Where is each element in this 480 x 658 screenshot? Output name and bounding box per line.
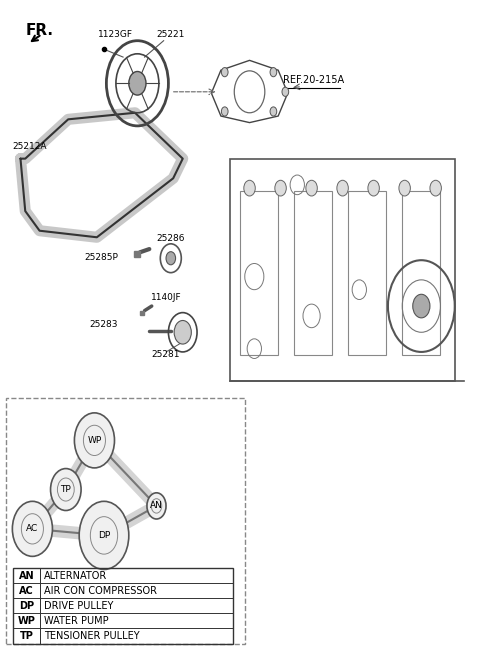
Text: REF.20-215A: REF.20-215A xyxy=(283,75,345,86)
Circle shape xyxy=(282,88,288,96)
Text: ALTERNATOR: ALTERNATOR xyxy=(44,570,108,581)
Text: 25286: 25286 xyxy=(156,234,185,243)
Circle shape xyxy=(413,294,430,318)
Text: 25281: 25281 xyxy=(152,349,180,359)
Text: TENSIONER PULLEY: TENSIONER PULLEY xyxy=(44,631,140,641)
Circle shape xyxy=(147,493,166,519)
Text: WATER PUMP: WATER PUMP xyxy=(44,616,109,626)
Text: AIR CON COMPRESSOR: AIR CON COMPRESSOR xyxy=(44,586,157,595)
Circle shape xyxy=(221,68,228,77)
Circle shape xyxy=(50,468,81,511)
Text: 1140JF: 1140JF xyxy=(151,293,181,301)
Text: TP: TP xyxy=(20,631,34,641)
Circle shape xyxy=(337,180,348,196)
Circle shape xyxy=(399,180,410,196)
Circle shape xyxy=(129,72,146,95)
Circle shape xyxy=(221,107,228,116)
Circle shape xyxy=(430,180,442,196)
Text: WP: WP xyxy=(87,436,102,445)
Text: 25212A: 25212A xyxy=(13,142,47,151)
Text: FR.: FR. xyxy=(25,24,53,38)
Text: DP: DP xyxy=(19,601,34,611)
Circle shape xyxy=(368,180,379,196)
Text: 25221: 25221 xyxy=(156,30,185,39)
Text: TP: TP xyxy=(60,485,71,494)
Circle shape xyxy=(74,413,115,468)
Text: DP: DP xyxy=(98,531,110,540)
Circle shape xyxy=(275,180,286,196)
Text: WP: WP xyxy=(17,616,36,626)
Circle shape xyxy=(174,320,192,344)
Text: AC: AC xyxy=(19,586,34,595)
Circle shape xyxy=(244,180,255,196)
Text: AN: AN xyxy=(19,570,34,581)
Circle shape xyxy=(12,501,52,557)
Circle shape xyxy=(270,107,277,116)
Circle shape xyxy=(79,501,129,569)
Circle shape xyxy=(306,180,317,196)
Circle shape xyxy=(270,68,277,77)
Text: AN: AN xyxy=(150,501,163,511)
Text: 1123GF: 1123GF xyxy=(98,30,133,39)
Text: 25285P: 25285P xyxy=(84,253,118,262)
Text: 25283: 25283 xyxy=(90,320,118,329)
Circle shape xyxy=(166,251,176,265)
Text: DRIVE PULLEY: DRIVE PULLEY xyxy=(44,601,114,611)
Text: AC: AC xyxy=(26,524,38,534)
